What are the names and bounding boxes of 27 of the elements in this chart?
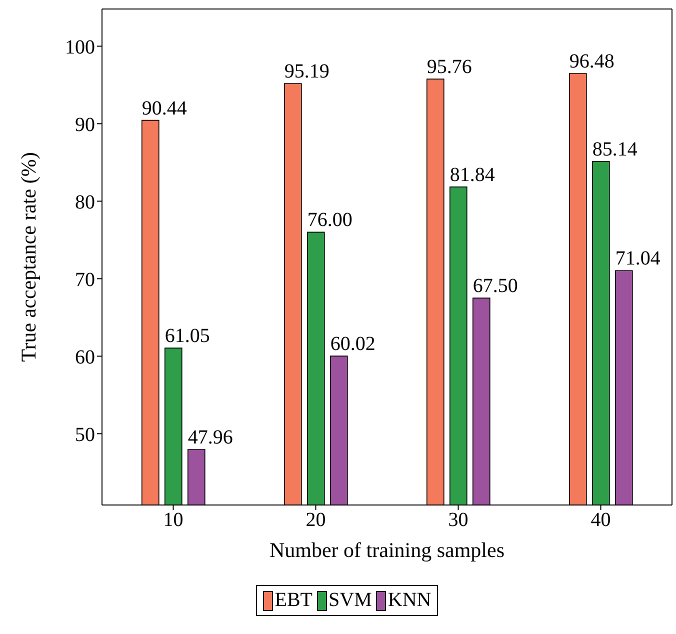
legend-label: EBT (274, 589, 313, 612)
legend-label: SVM (328, 589, 372, 612)
y-axis-title: True acceptance rate (%) (16, 152, 40, 362)
text: 60.02 (330, 333, 376, 356)
text: 47.96 (188, 426, 233, 449)
x-tick-label: 40 (590, 509, 611, 532)
text: 85.14 (592, 138, 638, 160)
text: 81.84 (450, 164, 495, 186)
text: 95.19 (284, 60, 330, 82)
y-tick-label: 50 (75, 424, 95, 446)
text: 96.48 (569, 50, 614, 72)
y-tick-label: 90 (75, 114, 95, 136)
text: 90.44 (142, 97, 187, 120)
y-tick-label: 100 (65, 36, 95, 58)
y-tick-label: 60 (75, 346, 95, 368)
x-tick-label: 10 (163, 509, 184, 532)
legend-label: KNN (388, 589, 432, 612)
x-tick-label: 30 (448, 509, 468, 532)
text: 67.50 (472, 275, 518, 298)
y-tick-label: 70 (75, 268, 95, 291)
text: 71.04 (615, 248, 660, 270)
x-tick-label: 20 (306, 509, 326, 532)
y-tick-label: 80 (75, 191, 95, 214)
x-axis-title: Number of training samples (269, 538, 505, 562)
text: 95.76 (426, 56, 472, 78)
text: 61.05 (164, 325, 210, 348)
text: 76.00 (307, 209, 352, 232)
